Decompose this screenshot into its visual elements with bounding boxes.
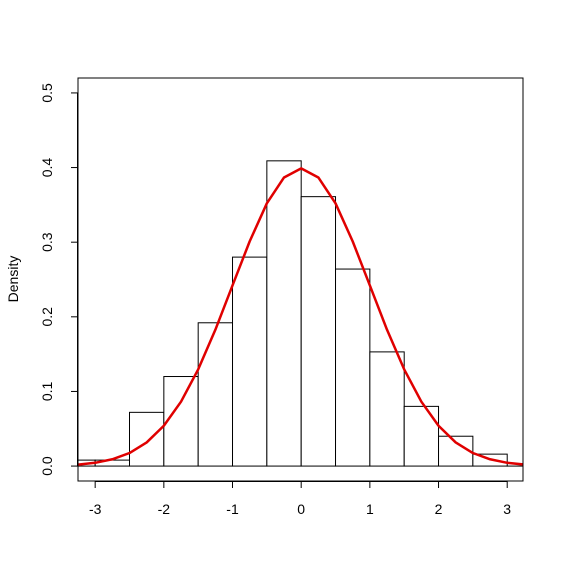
density-curve	[78, 167, 523, 466]
y-tick-label: 0.2	[39, 307, 55, 327]
bar	[335, 268, 371, 467]
y-tick-label: 0.4	[39, 158, 55, 178]
x-tick-label: 0	[297, 501, 305, 517]
bar	[369, 351, 405, 467]
bar	[403, 405, 440, 467]
x-tick-label: 3	[503, 501, 511, 517]
plot-area	[78, 160, 523, 467]
bar	[232, 256, 268, 467]
bar	[266, 160, 302, 467]
bar	[197, 322, 234, 467]
bar	[129, 411, 165, 467]
x-tick-label: 2	[435, 501, 443, 517]
y-tick-label: 0.1	[39, 382, 55, 402]
bar	[300, 196, 337, 467]
x-tick-label: -1	[226, 501, 239, 517]
y-tick-label: 0.3	[39, 232, 55, 252]
x-tick-label: 1	[366, 501, 374, 517]
y-tick-label: 0.0	[39, 456, 55, 476]
x-tick-label: -2	[158, 501, 171, 517]
bar	[163, 376, 199, 467]
y-tick-label: 0.5	[39, 83, 55, 103]
x-tick-label: -3	[89, 501, 102, 517]
y-axis-label: Density	[5, 256, 21, 303]
